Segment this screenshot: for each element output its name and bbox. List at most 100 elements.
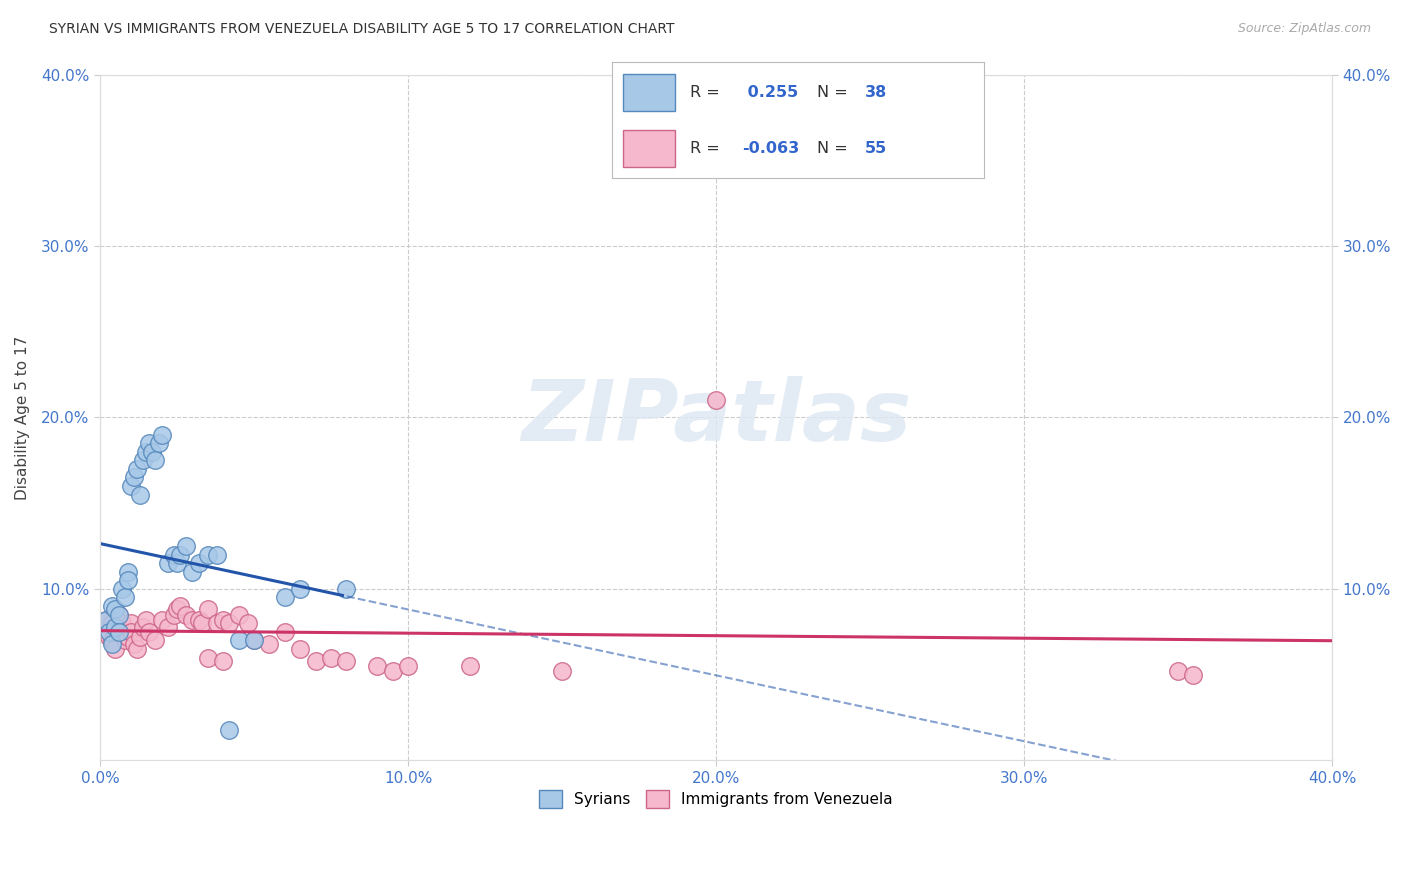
Point: [104, 642, 127, 657]
Point: [101, 633, 124, 648]
Point: [107, 624, 129, 639]
Point: [212, 613, 235, 627]
Point: [174, 607, 197, 622]
Point: [120, 616, 142, 631]
Point: [138, 624, 160, 639]
Point: [120, 479, 142, 493]
Point: [101, 599, 124, 613]
Point: [156, 556, 179, 570]
Point: [169, 548, 191, 562]
Point: [104, 624, 127, 639]
Point: [274, 624, 297, 639]
Point: [135, 613, 157, 627]
Point: [205, 616, 228, 631]
Point: [218, 723, 240, 737]
Point: [141, 444, 163, 458]
Point: [138, 436, 160, 450]
Point: [396, 659, 419, 673]
Point: [166, 602, 188, 616]
Bar: [623, 129, 675, 167]
Point: [381, 664, 404, 678]
Point: [132, 453, 155, 467]
Point: [145, 633, 167, 648]
Text: Source: ZipAtlas.com: Source: ZipAtlas.com: [1237, 22, 1371, 36]
Point: [243, 633, 266, 648]
Point: [156, 620, 179, 634]
Point: [274, 591, 297, 605]
Point: [107, 607, 129, 622]
Point: [148, 436, 170, 450]
Text: 0.255: 0.255: [742, 85, 799, 100]
Point: [169, 599, 191, 613]
Point: [110, 582, 132, 596]
Point: [98, 624, 121, 639]
Point: [122, 637, 145, 651]
Text: R =: R =: [690, 141, 724, 156]
Point: [551, 664, 574, 678]
Point: [366, 659, 388, 673]
Point: [259, 637, 281, 651]
Point: [1167, 664, 1189, 678]
Point: [304, 654, 326, 668]
Point: [135, 444, 157, 458]
Point: [104, 602, 127, 616]
Point: [704, 393, 727, 408]
Point: [150, 613, 173, 627]
Point: [236, 616, 259, 631]
Text: N =: N =: [817, 85, 852, 100]
Point: [120, 624, 142, 639]
Text: 38: 38: [865, 85, 887, 100]
Point: [117, 565, 139, 579]
Point: [166, 556, 188, 570]
Text: N =: N =: [817, 141, 852, 156]
Point: [150, 427, 173, 442]
Point: [212, 654, 235, 668]
Bar: [623, 74, 675, 112]
Point: [91, 620, 114, 634]
Point: [205, 548, 228, 562]
Point: [129, 630, 152, 644]
Point: [319, 650, 342, 665]
Point: [187, 556, 209, 570]
Legend: Syrians, Immigrants from Venezuela: Syrians, Immigrants from Venezuela: [533, 783, 898, 814]
Point: [290, 582, 312, 596]
Text: SYRIAN VS IMMIGRANTS FROM VENEZUELA DISABILITY AGE 5 TO 17 CORRELATION CHART: SYRIAN VS IMMIGRANTS FROM VENEZUELA DISA…: [49, 22, 675, 37]
Point: [117, 630, 139, 644]
Point: [107, 607, 129, 622]
Point: [290, 642, 312, 657]
Point: [132, 620, 155, 634]
Point: [117, 574, 139, 588]
Point: [335, 654, 357, 668]
Point: [129, 487, 152, 501]
Point: [114, 633, 136, 648]
Point: [181, 565, 204, 579]
Point: [107, 620, 129, 634]
Point: [125, 462, 148, 476]
Point: [228, 607, 250, 622]
Point: [96, 624, 118, 639]
Point: [243, 633, 266, 648]
Point: [335, 582, 357, 596]
Point: [104, 620, 127, 634]
Point: [114, 591, 136, 605]
Point: [197, 548, 219, 562]
Point: [122, 470, 145, 484]
Text: ZIPatlas: ZIPatlas: [522, 376, 911, 459]
Y-axis label: Disability Age 5 to 17: Disability Age 5 to 17: [15, 335, 30, 500]
Point: [98, 630, 121, 644]
Point: [181, 613, 204, 627]
Point: [110, 624, 132, 639]
Point: [228, 633, 250, 648]
Point: [187, 613, 209, 627]
Point: [163, 607, 186, 622]
Point: [110, 616, 132, 631]
Point: [1182, 667, 1205, 681]
Point: [96, 613, 118, 627]
Point: [145, 453, 167, 467]
Point: [190, 616, 212, 631]
Text: 55: 55: [865, 141, 887, 156]
Point: [197, 602, 219, 616]
Point: [218, 616, 240, 631]
Point: [101, 616, 124, 631]
Point: [101, 637, 124, 651]
